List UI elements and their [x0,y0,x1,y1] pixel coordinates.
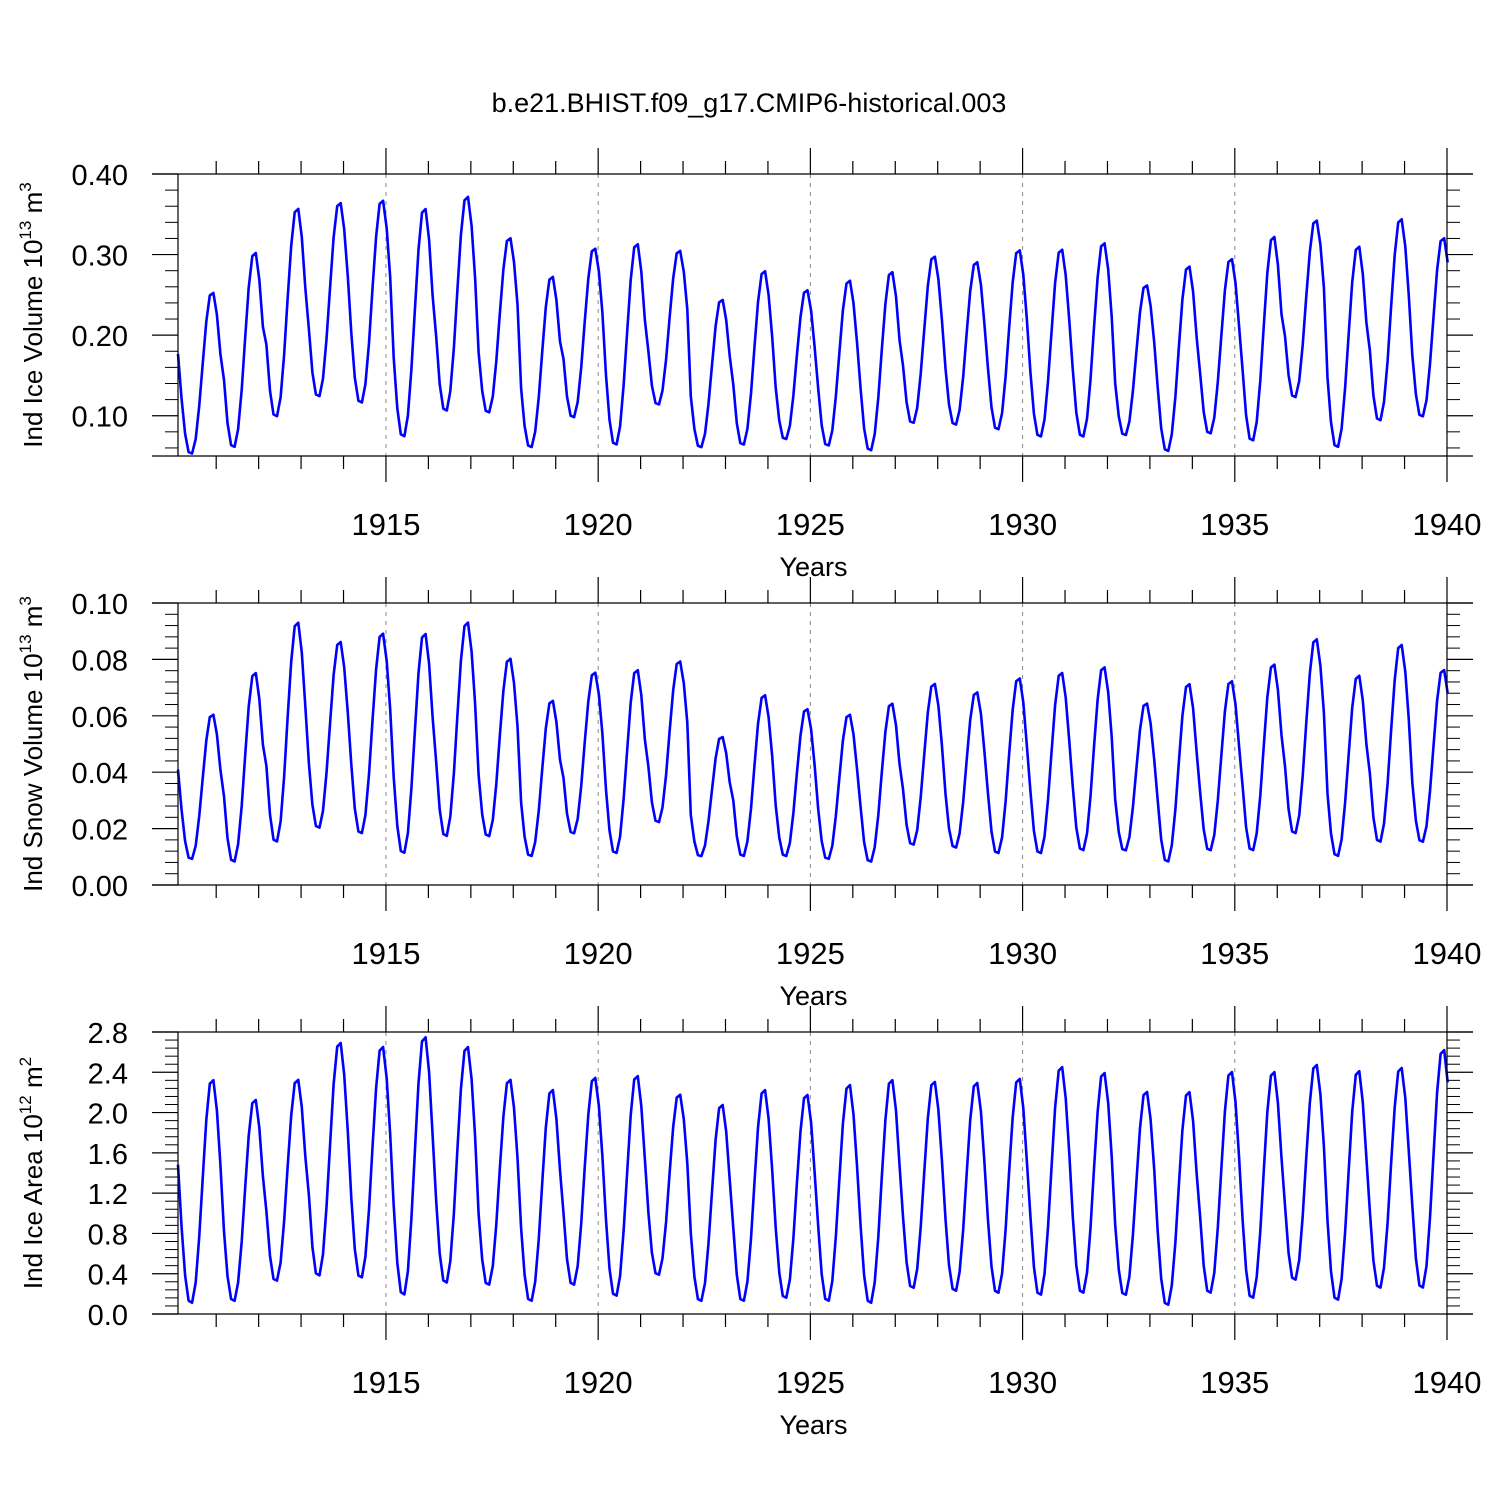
x-tick-label: 1935 [1200,936,1269,971]
x-tick-label: 1920 [564,1365,633,1400]
y-axis-label-text: Ind Ice Area 10 [18,1114,48,1289]
y-tick-label: 0.30 [72,241,128,273]
y-tick-label: 0.10 [72,589,128,621]
y-tick-label: 0.20 [72,321,128,353]
chart-title: b.e21.BHIST.f09_g17.CMIP6-historical.003 [492,88,1007,118]
y-tick-label: 0.8 [88,1219,128,1251]
x-tick-label: 1940 [1413,936,1482,971]
x-tick-label: 1940 [1413,1365,1482,1400]
y-axis-label-text: Ind Snow Volume 10 [18,653,48,892]
y-tick-label: 0.10 [72,402,128,434]
y-axis-label: Ind Ice Volume 1013 m3 [16,182,48,447]
x-tick-label: 1930 [988,507,1057,542]
x-tick-label: 1930 [988,936,1057,971]
x-tick-label: 1920 [564,936,633,971]
y-axis-label-text: Ind Ice Volume 10 [18,240,48,448]
y-tick-label: 0.08 [72,645,128,677]
x-tick-label: 1915 [351,1365,420,1400]
x-tick-label: 1920 [564,507,633,542]
y-tick-label: 0.40 [72,160,128,192]
data-series-line [176,1036,1449,1306]
x-tick-label: 1930 [988,1365,1057,1400]
y-axis-label: Ind Ice Area 1012 m2 [16,1057,48,1289]
x-tick-label: 1940 [1413,507,1482,542]
chart-panel-1: 0.10 0.20 0.30 0.40 1915 1920 1925 1930 1935 1940… [16,148,1481,582]
x-tick-label: 1935 [1200,507,1269,542]
y-axis-label-unit: m [18,606,48,635]
y-axis-label-unit-exponent: 3 [16,182,35,191]
x-tick-label: 1935 [1200,1365,1269,1400]
y-tick-label: 0.04 [72,758,128,790]
y-tick-label: 1.6 [88,1139,128,1171]
y-tick-label: 0.02 [72,815,128,847]
y-tick-label: 0.4 [88,1260,128,1292]
chart-panel-3: 0.0 0.4 0.8 1.2 1.6 2.0 2.4 2.8 1915 1920 1925 1930… [16,1006,1481,1440]
x-axis-label: Years [779,981,847,1011]
y-axis-label-exponent: 12 [16,1095,35,1114]
y-tick-label: 2.4 [88,1058,128,1090]
x-axis-label: Years [779,1410,847,1440]
chart-panel-2: 0.00 0.02 0.04 0.06 0.08 0.10 1915 1920 1925 1930… [16,577,1481,1011]
y-tick-label: 0.06 [72,702,128,734]
y-tick-label: 0.00 [72,871,128,903]
y-axis-label-exponent: 13 [16,634,35,653]
y-axis-label: Ind Snow Volume 1013 m3 [16,596,48,892]
data-series-line [176,621,1449,863]
panels: 0.10 0.20 0.30 0.40 1915 1920 1925 1930 1935 1940… [16,148,1481,1440]
y-axis-label-unit: m [18,192,48,221]
y-axis-label-unit-exponent: 3 [16,596,35,605]
x-axis-label: Years [779,552,847,582]
y-tick-label: 2.0 [88,1099,128,1131]
y-axis-label-exponent: 13 [16,221,35,240]
y-tick-label: 0.0 [88,1300,128,1332]
x-tick-label: 1925 [776,936,845,971]
x-tick-label: 1915 [351,936,420,971]
data-series-line [176,195,1449,455]
x-tick-label: 1925 [776,1365,845,1400]
x-tick-label: 1915 [351,507,420,542]
y-tick-label: 1.2 [88,1179,128,1211]
x-tick-label: 1925 [776,507,845,542]
y-tick-label: 2.8 [88,1018,128,1050]
y-axis-label-unit: m [18,1066,48,1095]
y-axis-label-unit-exponent: 2 [16,1057,35,1066]
